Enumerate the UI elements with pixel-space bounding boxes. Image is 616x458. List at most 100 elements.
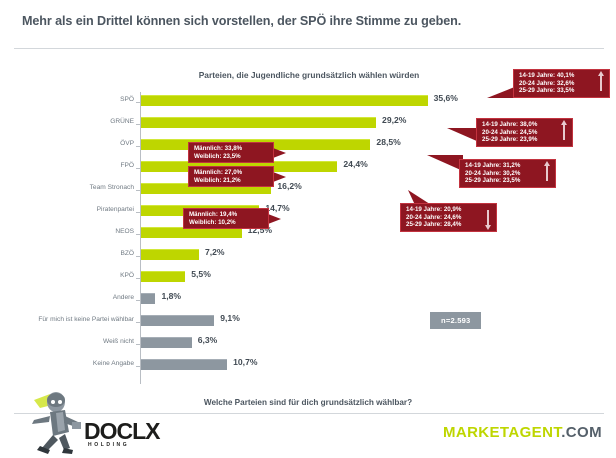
bar-row: Andere 1,8% bbox=[14, 290, 604, 312]
bar-value-label: 14,7% bbox=[265, 203, 290, 213]
age-callout-line: 20-24 Jahre: 24,6% bbox=[406, 213, 462, 221]
bar-row: Piratenpartei 14,7% bbox=[14, 202, 604, 224]
gender-callout-line: Männlich: 33,8% bbox=[194, 145, 243, 152]
bar bbox=[141, 359, 228, 370]
age-callout-fpoe: 14-19 Jahre: 31,2% 20-24 Jahre: 30,2% 25… bbox=[459, 159, 556, 188]
gender-callout-line: Weiblich: 10,2% bbox=[189, 218, 236, 226]
axis-tick bbox=[136, 278, 140, 279]
gender-callout-fpoe: Männlich: 27,0% Weiblich: 21,2% bbox=[188, 166, 274, 188]
gender-callout-line: Weiblich: 21,2% bbox=[194, 176, 241, 184]
age-callout-line: 20-24 Jahre: 24,5% bbox=[482, 128, 538, 136]
gender-callout-line: Männlich: 19,4% bbox=[189, 211, 238, 218]
bar-value-label: 16,2% bbox=[277, 181, 302, 191]
age-callout-line: 25-29 Jahre: 28,4% bbox=[406, 221, 462, 229]
axis-tick bbox=[136, 256, 140, 257]
trend-arrow-down-icon bbox=[485, 206, 493, 230]
bar-value-label: 12,5% bbox=[247, 225, 272, 235]
bar-row: Keine Angabe 10,7% bbox=[14, 356, 604, 378]
age-callout-line: 14-19 Jahre: 40,1% bbox=[519, 72, 575, 79]
bar-category-label: Andere bbox=[112, 294, 134, 301]
axis-tick bbox=[136, 300, 140, 301]
bar bbox=[141, 337, 192, 348]
trend-arrow-up-icon bbox=[598, 71, 606, 92]
sample-size-badge: n=2.593 bbox=[430, 312, 482, 329]
gender-callout-line: Männlich: 27,0% bbox=[194, 169, 243, 176]
bar-category-label: Piratenpartei bbox=[96, 206, 134, 213]
chart-panel: Parteien, die Jugendliche grundsätzlich … bbox=[14, 62, 604, 392]
bar bbox=[141, 117, 377, 128]
doclx-runner-mascot-icon bbox=[32, 392, 81, 454]
axis-tick bbox=[136, 190, 140, 191]
gender-callout-piraten: Männlich: 19,4% Weiblich: 10,2% bbox=[183, 208, 269, 230]
bar bbox=[141, 249, 199, 260]
callout-tail-oevp bbox=[273, 148, 286, 158]
axis-tick bbox=[136, 212, 140, 213]
bar-value-label: 1,8% bbox=[161, 291, 182, 301]
bar bbox=[141, 271, 186, 282]
doclx-logo-subtitle: HOLDING bbox=[88, 442, 130, 448]
axis-tick bbox=[136, 168, 140, 169]
callout-tail-fpoe-gender bbox=[273, 172, 286, 182]
bar-category-label: Team Stronach bbox=[89, 184, 134, 191]
trend-arrow-up-icon bbox=[561, 120, 569, 141]
bar-value-label: 6,3% bbox=[197, 335, 218, 345]
axis-tick bbox=[136, 146, 140, 147]
age-callout-line: 25-29 Jahre: 33,5% bbox=[519, 87, 575, 95]
axis-tick bbox=[136, 124, 140, 125]
bar-value-label: 35,6% bbox=[433, 93, 458, 103]
age-callout-line: 14-19 Jahre: 31,2% bbox=[465, 162, 521, 169]
marketagent-logo-tld: .COM bbox=[561, 424, 602, 441]
age-callout-gruene: 14-19 Jahre: 38,0% 20-24 Jahre: 24,5% 25… bbox=[476, 118, 573, 147]
bar bbox=[141, 315, 215, 326]
gender-callout-line: Weiblich: 23,5% bbox=[194, 152, 241, 160]
bar-category-label: ÖVP bbox=[120, 140, 134, 147]
chart-subtitle: Parteien, die Jugendliche grundsätzlich … bbox=[198, 70, 420, 80]
page-title: Mehr als ein Drittel können sich vorstel… bbox=[22, 14, 462, 28]
doclx-logo-text: DOCLX bbox=[84, 418, 160, 444]
bar-row: KPÖ 5,5% bbox=[14, 268, 604, 290]
bar-row: NEOS 12,5% bbox=[14, 224, 604, 246]
bar-row: Für mich ist keine Partei wählbar 9,1% bbox=[14, 312, 604, 334]
age-callout-line: 14-19 Jahre: 38,0% bbox=[482, 121, 538, 128]
header-divider bbox=[14, 48, 604, 49]
age-callout-spoe: 14-19 Jahre: 40,1% 20-24 Jahre: 32,6% 25… bbox=[513, 69, 610, 98]
bar-category-label: SPÖ bbox=[120, 96, 134, 103]
bar-category-label: GRÜNE bbox=[110, 118, 134, 125]
chart-axis-line bbox=[140, 92, 141, 384]
marketagent-logo-name: MARKETAGENT bbox=[442, 424, 562, 441]
bar-row: Weiß nicht 6,3% bbox=[14, 334, 604, 356]
bar-row: BZÖ 7,2% bbox=[14, 246, 604, 268]
footer-question: Welche Parteien sind für dich grundsätzl… bbox=[203, 398, 413, 407]
bar-value-label: 29,2% bbox=[382, 115, 407, 125]
axis-tick bbox=[136, 234, 140, 235]
callout-tail-piraten-gender bbox=[268, 214, 281, 224]
age-callout-line: 20-24 Jahre: 30,2% bbox=[465, 169, 521, 177]
axis-tick bbox=[136, 366, 140, 367]
bar bbox=[141, 95, 428, 106]
doclx-logo: DOCLX bbox=[84, 418, 160, 445]
bar-value-label: 5,5% bbox=[191, 269, 211, 279]
bar-value-label: 7,2% bbox=[204, 247, 225, 257]
bar-category-label: KPÖ bbox=[120, 272, 134, 279]
bar-value-label: 28,5% bbox=[376, 137, 401, 147]
bar-category-label: Weiß nicht bbox=[102, 338, 134, 345]
bar-category-label: Keine Angabe bbox=[92, 360, 134, 367]
bar-category-label: FPÖ bbox=[120, 162, 134, 169]
age-callout-line: 25-29 Jahre: 23,5% bbox=[465, 177, 521, 185]
bar-category-label: NEOS bbox=[115, 228, 134, 235]
axis-tick bbox=[136, 322, 140, 323]
bar-category-label: BZÖ bbox=[120, 250, 134, 257]
marketagent-logo: MARKETAGENT.COM bbox=[443, 424, 602, 441]
bar-value-label: 10,7% bbox=[233, 357, 258, 367]
axis-tick bbox=[136, 344, 140, 345]
footer-divider bbox=[14, 413, 604, 414]
age-callout-line: 14-19 Jahre: 20,9% bbox=[406, 206, 462, 213]
age-callout-line: 25-29 Jahre: 23,9% bbox=[482, 136, 538, 144]
age-callout-line: 20-24 Jahre: 32,6% bbox=[519, 79, 575, 87]
gender-callout-oevp: Männlich: 33,8% Weiblich: 23,5% bbox=[188, 142, 274, 164]
bar-value-label: 9,1% bbox=[220, 313, 240, 323]
bar-category-label: Für mich ist keine Partei wählbar bbox=[38, 316, 134, 323]
bar-row: GRÜNE 29,2% bbox=[14, 114, 604, 136]
bar bbox=[141, 293, 156, 304]
